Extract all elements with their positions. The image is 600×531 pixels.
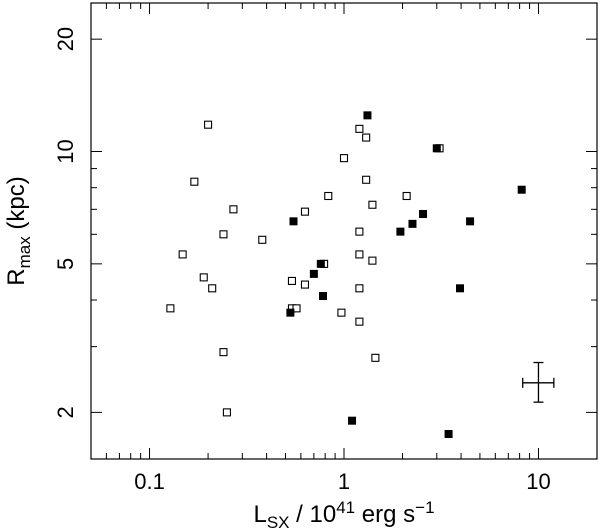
filled-square-point bbox=[396, 227, 405, 236]
open-square-point bbox=[300, 207, 310, 216]
x-axis-title: LSX / 1041 erg s−1 bbox=[253, 498, 434, 531]
open-square-point bbox=[208, 284, 217, 293]
filled-square-point bbox=[316, 259, 325, 268]
filled-square-point bbox=[432, 144, 441, 153]
open-square-point bbox=[355, 124, 364, 133]
open-square-point bbox=[355, 317, 364, 326]
open-square-point bbox=[287, 276, 297, 285]
plot-area-frame bbox=[90, 2, 598, 460]
open-square-point bbox=[402, 191, 411, 201]
open-square-point bbox=[292, 304, 301, 313]
open-square-point bbox=[368, 200, 377, 209]
filled-square-point bbox=[286, 308, 295, 317]
open-square-point bbox=[258, 235, 267, 244]
y-tick-label: 2 bbox=[53, 406, 78, 418]
open-square-point bbox=[371, 353, 380, 362]
open-square-point bbox=[219, 348, 228, 357]
x-tick-label: 1 bbox=[338, 469, 350, 494]
open-square-point bbox=[337, 308, 346, 317]
open-square-point bbox=[190, 177, 199, 186]
open-square-point bbox=[355, 250, 364, 259]
filled-square-point bbox=[289, 217, 298, 226]
open-square-point bbox=[362, 133, 371, 142]
filled-square-point bbox=[348, 416, 357, 425]
y-axis-title: Rmax (kpc) bbox=[3, 176, 34, 285]
filled-square-point bbox=[456, 284, 465, 293]
open-square-point bbox=[355, 284, 364, 293]
tick-labels: 0.1 1 10 2 5 10 20 bbox=[53, 27, 551, 494]
filled-square-point bbox=[419, 210, 428, 219]
tick-marks bbox=[90, 3, 598, 459]
open-square-point bbox=[368, 256, 377, 265]
y-tick-label: 20 bbox=[53, 27, 78, 51]
filled-square-point bbox=[309, 269, 318, 278]
open-square-point bbox=[339, 154, 349, 163]
open-square-point bbox=[324, 191, 333, 201]
filled-square-point bbox=[363, 111, 372, 120]
open-square-point bbox=[362, 175, 371, 184]
open-square-point bbox=[204, 120, 213, 129]
open-square-point bbox=[355, 227, 364, 236]
y-tick-label: 5 bbox=[53, 258, 78, 270]
open-square-point bbox=[229, 205, 238, 214]
filled-square-point bbox=[444, 430, 453, 439]
open-square-point bbox=[199, 273, 208, 282]
filled-square-point bbox=[319, 292, 328, 301]
y-tick-label: 10 bbox=[53, 139, 78, 163]
filled-square-point bbox=[466, 217, 475, 226]
open-square-point bbox=[178, 250, 187, 259]
open-square-point bbox=[166, 304, 175, 313]
open-square-point bbox=[300, 280, 310, 289]
x-tick-label: 10 bbox=[526, 469, 550, 494]
data-points bbox=[166, 111, 526, 439]
filled-square-point bbox=[517, 185, 526, 194]
open-square-point bbox=[222, 408, 231, 417]
open-square-point bbox=[219, 230, 228, 239]
x-tick-label: 0.1 bbox=[134, 469, 165, 494]
filled-square-point bbox=[408, 219, 417, 228]
error-bar bbox=[522, 361, 555, 403]
